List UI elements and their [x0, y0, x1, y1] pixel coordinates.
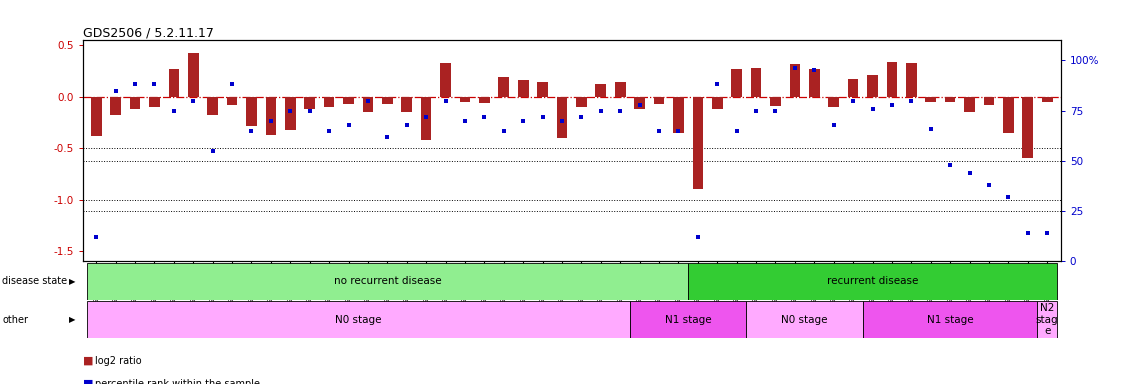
Bar	[518, 80, 528, 97]
Bar	[886, 62, 898, 97]
Bar	[692, 97, 704, 189]
Bar	[188, 53, 199, 97]
Bar	[1003, 97, 1014, 133]
Bar	[712, 97, 722, 109]
Bar	[596, 84, 606, 97]
Bar	[829, 97, 839, 107]
Text: log2 ratio: log2 ratio	[95, 356, 142, 366]
Bar	[130, 97, 140, 109]
Text: ▶: ▶	[69, 277, 76, 286]
Bar	[343, 97, 354, 104]
Bar	[91, 97, 101, 136]
Bar	[746, 301, 863, 338]
Bar	[790, 64, 800, 97]
Text: N1 stage: N1 stage	[926, 314, 974, 325]
Bar	[1038, 301, 1057, 338]
Bar	[615, 83, 626, 97]
Bar	[382, 97, 393, 104]
Bar	[479, 97, 490, 103]
Bar	[906, 63, 916, 97]
Bar	[459, 97, 471, 102]
Bar	[867, 75, 878, 97]
Bar	[227, 97, 238, 105]
Bar	[635, 97, 645, 109]
Bar	[1023, 97, 1033, 159]
Bar	[770, 97, 781, 106]
Bar	[285, 97, 296, 130]
Bar	[557, 97, 567, 138]
Text: N0 stage: N0 stage	[782, 314, 828, 325]
Bar	[324, 97, 334, 107]
Bar	[402, 97, 412, 112]
Bar	[86, 263, 688, 300]
Bar	[498, 77, 509, 97]
Bar	[363, 97, 373, 112]
Bar	[537, 83, 548, 97]
Text: ▶: ▶	[69, 315, 76, 324]
Text: ■: ■	[83, 379, 93, 384]
Bar	[110, 97, 121, 115]
Text: other: other	[2, 314, 29, 325]
Text: recurrent disease: recurrent disease	[827, 276, 918, 286]
Bar	[964, 97, 975, 112]
Bar	[731, 69, 742, 97]
Bar	[304, 97, 315, 109]
Text: disease state: disease state	[2, 276, 68, 286]
Bar	[576, 97, 587, 107]
Bar	[653, 97, 665, 104]
Text: ■: ■	[83, 356, 93, 366]
Bar	[688, 263, 1057, 300]
Bar	[863, 301, 1038, 338]
Bar	[847, 79, 859, 97]
Bar	[440, 63, 451, 97]
Bar	[630, 301, 746, 338]
Text: N2
stag
e: N2 stag e	[1035, 303, 1058, 336]
Bar	[809, 69, 820, 97]
Bar	[925, 97, 936, 102]
Text: N1 stage: N1 stage	[665, 314, 712, 325]
Text: GDS2506 / 5.2.11.17: GDS2506 / 5.2.11.17	[83, 26, 214, 39]
Bar	[86, 301, 630, 338]
Bar	[673, 97, 684, 133]
Bar	[984, 97, 994, 105]
Text: N0 stage: N0 stage	[335, 314, 381, 325]
Bar	[1042, 97, 1053, 102]
Bar	[149, 97, 160, 107]
Bar	[265, 97, 277, 135]
Text: percentile rank within the sample: percentile rank within the sample	[95, 379, 261, 384]
Bar	[169, 69, 179, 97]
Bar	[246, 97, 257, 126]
Bar	[945, 97, 955, 102]
Bar	[751, 68, 761, 97]
Text: no recurrent disease: no recurrent disease	[334, 276, 441, 286]
Bar	[208, 97, 218, 115]
Bar	[421, 97, 432, 140]
